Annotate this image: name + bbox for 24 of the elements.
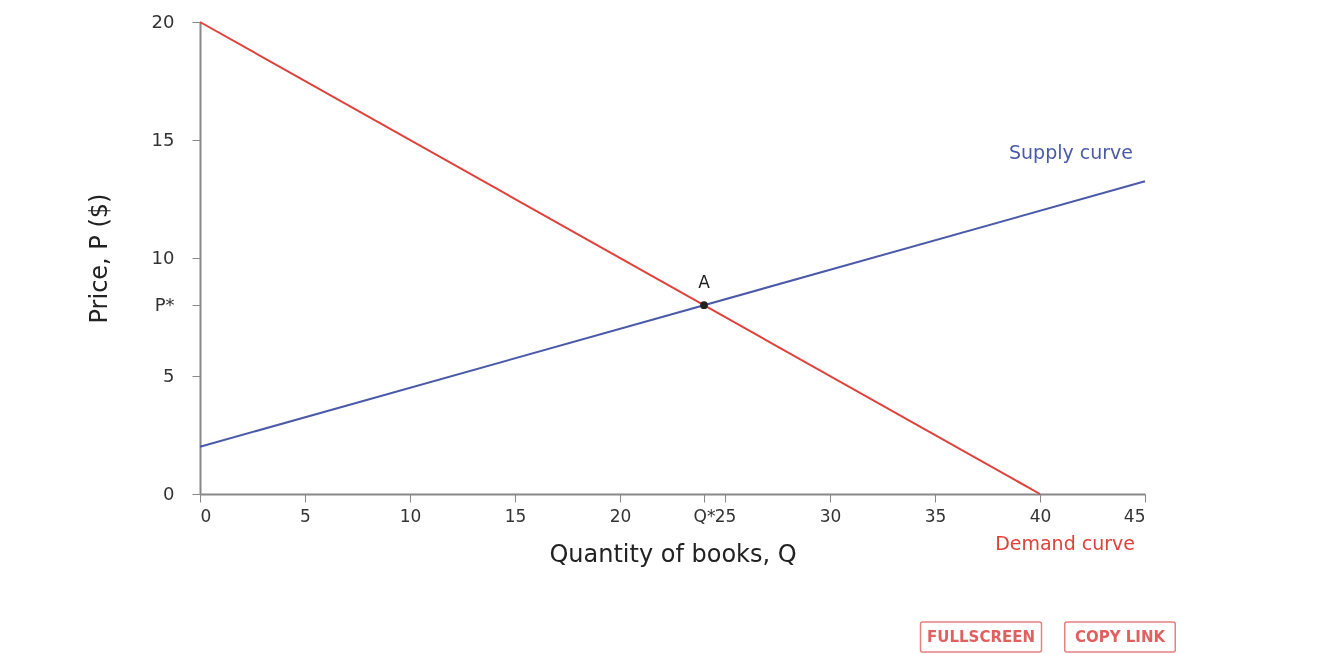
- x-tick-label: 20: [609, 505, 632, 526]
- x-tick-label: 5: [300, 505, 311, 526]
- x-tick-label: 0: [200, 505, 212, 526]
- x-tick-label: Q*: [693, 505, 716, 526]
- x-axis-title: Quantity of books, Q: [549, 539, 797, 568]
- y-tick-label: 5: [163, 364, 175, 386]
- x-tick-label: 10: [399, 505, 422, 526]
- x-tick-label: 40: [1029, 505, 1052, 526]
- y-tick-label: 15: [151, 128, 175, 150]
- text: Demand curve: [995, 532, 1135, 554]
- y-tick-label: 20: [151, 10, 175, 32]
- x-tick-label: 25: [714, 505, 737, 526]
- y-axis-title: Price, P ($): [84, 193, 113, 324]
- text: COPY LINK: [1074, 628, 1167, 646]
- x-tick-label: 45: [1123, 505, 1146, 526]
- x-tick-label: 35: [924, 505, 947, 526]
- x-tick-label: 30: [819, 505, 842, 526]
- y-tick-label: 0: [163, 482, 175, 504]
- y-tick-label: 10: [151, 246, 175, 268]
- series-label: Supply curve: [1008, 141, 1133, 164]
- text: FULLSCREEN: [927, 628, 1035, 646]
- annotation: A: [698, 272, 711, 293]
- x-tick-label: 15: [504, 505, 527, 526]
- y-tick-label: P*: [154, 293, 175, 315]
